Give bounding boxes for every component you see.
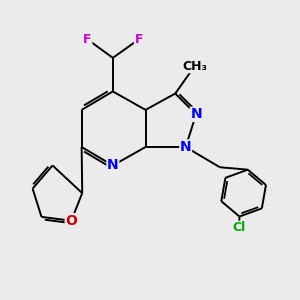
Text: Cl: Cl (232, 221, 245, 234)
Text: O: O (65, 214, 77, 228)
Text: F: F (134, 33, 143, 46)
Text: N: N (107, 158, 119, 172)
Text: N: N (180, 140, 191, 154)
Text: N: N (190, 107, 202, 121)
Text: CH₃: CH₃ (182, 60, 207, 73)
Text: F: F (83, 33, 92, 46)
